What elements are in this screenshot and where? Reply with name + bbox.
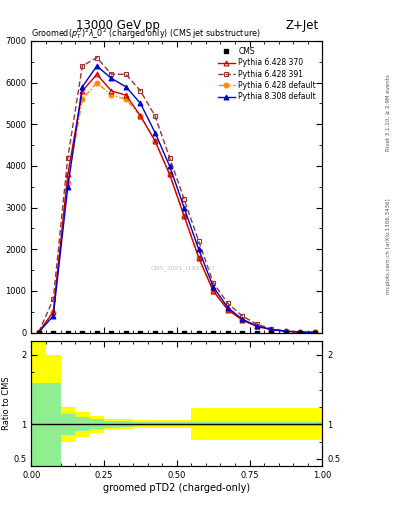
Text: Z+Jet: Z+Jet bbox=[285, 18, 318, 32]
Text: mcplots.cern.ch [arXiv:1306.3436]: mcplots.cern.ch [arXiv:1306.3436] bbox=[386, 198, 391, 293]
Text: Groomed$(p_T^D)^2\lambda\_0^2$ (charged only) (CMS jet substructure): Groomed$(p_T^D)^2\lambda\_0^2$ (charged … bbox=[31, 26, 261, 41]
X-axis label: groomed pTD2 (charged-only): groomed pTD2 (charged-only) bbox=[103, 482, 250, 493]
Y-axis label: $\frac{1}{\mathrm{d}N/\mathrm{d}p_T}\frac{\mathrm{d}^2N}{\mathrm{d}p_T\,\mathrm{: $\frac{1}{\mathrm{d}N/\mathrm{d}p_T}\fra… bbox=[0, 166, 4, 207]
Y-axis label: Ratio to CMS: Ratio to CMS bbox=[2, 377, 11, 430]
Text: Rivet 3.1.10, ≥ 2.9M events: Rivet 3.1.10, ≥ 2.9M events bbox=[386, 74, 391, 151]
Text: 13000 GeV pp: 13000 GeV pp bbox=[76, 18, 160, 32]
Text: CMS_2021_I1920187: CMS_2021_I1920187 bbox=[150, 266, 215, 271]
Legend: CMS, Pythia 6.428 370, Pythia 6.428 391, Pythia 6.428 default, Pythia 8.308 defa: CMS, Pythia 6.428 370, Pythia 6.428 391,… bbox=[215, 45, 318, 103]
